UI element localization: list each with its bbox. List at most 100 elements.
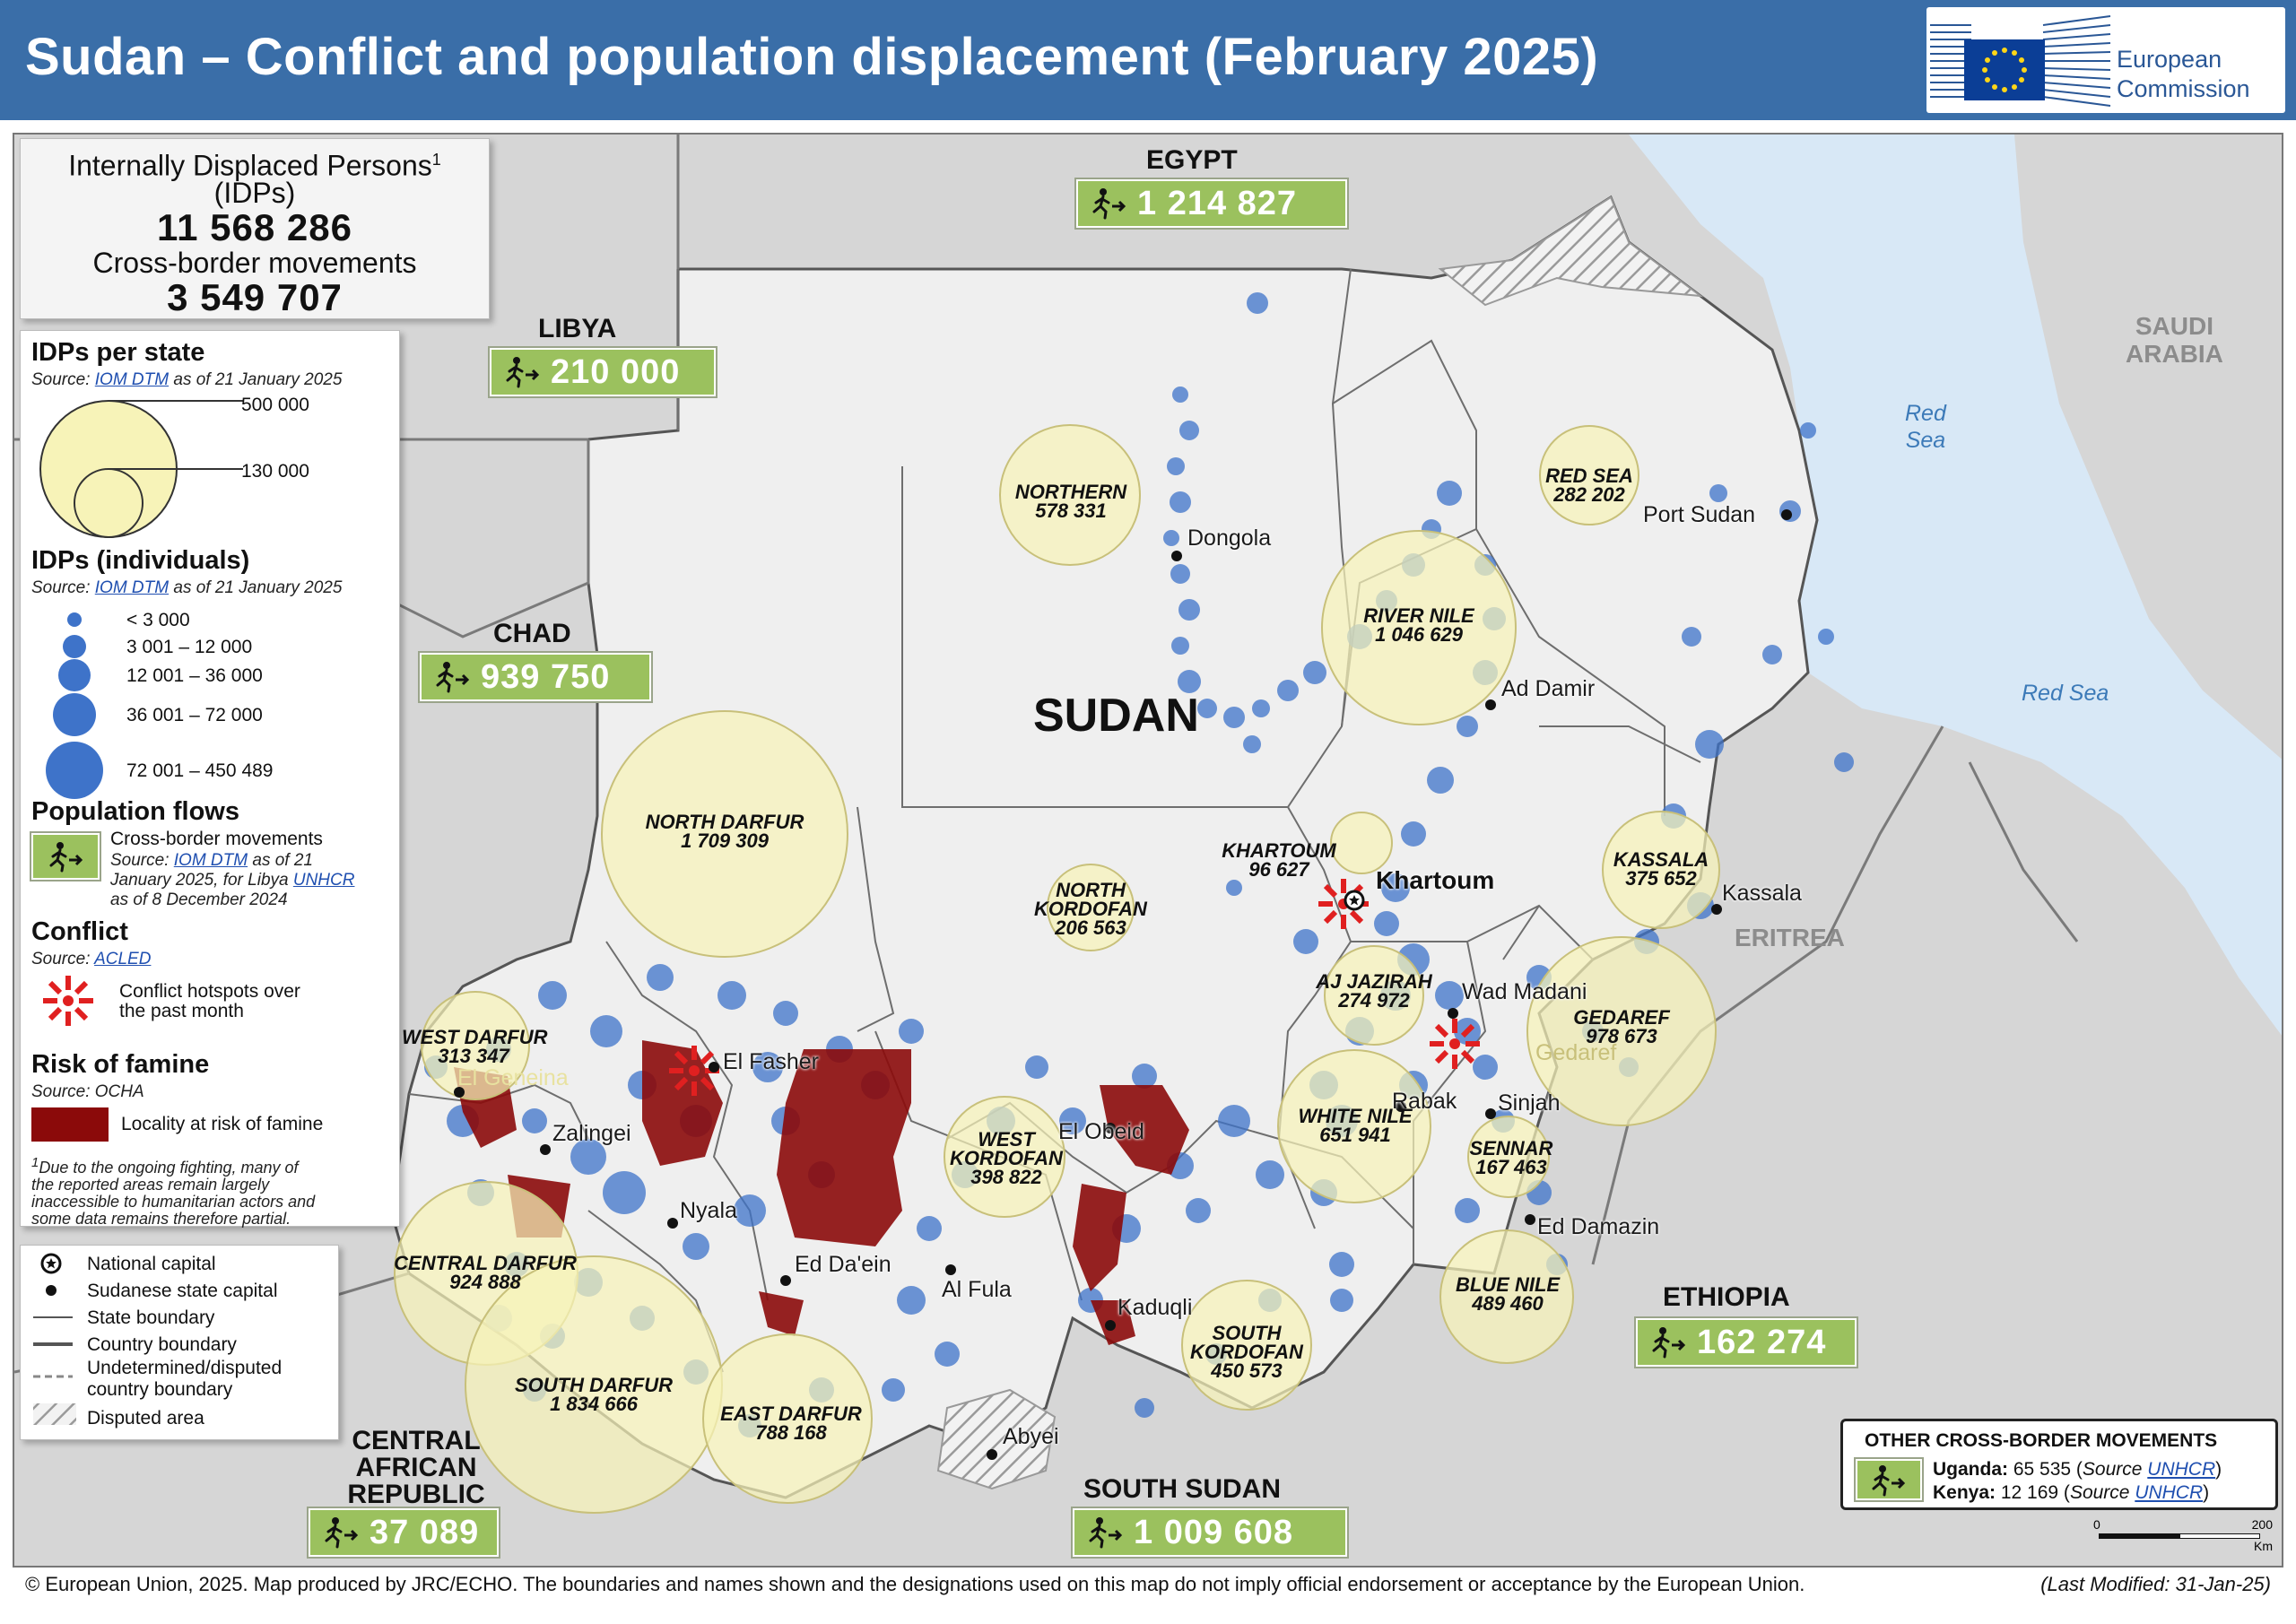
state-value: 398 822 bbox=[970, 1166, 1042, 1188]
flow-egypt-value: 1 214 827 bbox=[1137, 184, 1298, 222]
unhcr-link-kenya[interactable]: UNHCR bbox=[2135, 1482, 2204, 1503]
state-label-south-darfur[interactable]: SOUTH DARFUR 1 834 666 bbox=[504, 1376, 683, 1414]
state-value: 978 673 bbox=[1586, 1025, 1657, 1047]
footnote-line3: inaccessible to humanitarian actors and bbox=[31, 1193, 316, 1211]
city-label-el-obeid[interactable]: El Obeid bbox=[1058, 1119, 1144, 1144]
state-label-northern[interactable]: NORTHERN 578 331 bbox=[1008, 482, 1134, 522]
legend-footnote: 1Due to the ongoing fighting, many of th… bbox=[31, 1154, 390, 1228]
state-value: 489 460 bbox=[1472, 1292, 1544, 1315]
city-label-sinjah[interactable]: Sinjah bbox=[1498, 1090, 1561, 1116]
legend-flow-swatch bbox=[31, 833, 100, 880]
iom-dtm-link-2[interactable]: IOM DTM bbox=[94, 578, 170, 597]
state-value: 1 046 629 bbox=[1375, 623, 1463, 646]
state-value: 578 331 bbox=[1035, 499, 1107, 522]
country-label-egypt: EGYPT bbox=[1146, 145, 1238, 175]
flow-ethiopia-value: 162 274 bbox=[1697, 1323, 1827, 1361]
state-label-red-sea[interactable]: RED SEA 282 202 bbox=[1535, 466, 1643, 505]
legend-sym-country-boundary: Country boundary bbox=[87, 1334, 237, 1355]
unhcr-link-uganda[interactable]: UNHCR bbox=[2147, 1459, 2216, 1480]
state-name: EAST DARFUR bbox=[720, 1403, 862, 1425]
state-label-white-nile[interactable]: WHITE NILE 651 941 bbox=[1288, 1107, 1422, 1145]
state-label-khartoum[interactable]: KHARTOUM 96 627 bbox=[1216, 839, 1342, 881]
car-label-l3: REPUBLIC bbox=[347, 1480, 485, 1509]
legend-size-small: 130 000 bbox=[241, 461, 309, 482]
city-label-rabak[interactable]: Rabak bbox=[1392, 1089, 1457, 1114]
city-label-ed-daein[interactable]: Ed Da'ein bbox=[795, 1252, 891, 1277]
city-label-al-fula[interactable]: Al Fula bbox=[942, 1277, 1012, 1302]
state-name: KHARTOUM bbox=[1222, 839, 1336, 862]
city-label-abyei[interactable]: Abyei bbox=[1003, 1424, 1059, 1449]
city-label-zalingei[interactable]: Zalingei bbox=[552, 1121, 631, 1146]
bubble-south-kordofan bbox=[1181, 1280, 1312, 1411]
bubble-west-kordofan bbox=[944, 1096, 1065, 1218]
state-label-north-kordofan[interactable]: NORTH KORDOFAN 206 563 bbox=[1028, 881, 1153, 939]
footer-last-modified: (Last Modified: 31-Jan-25) bbox=[2040, 1573, 2271, 1595]
legend-famine-heading: Risk of famine bbox=[31, 1050, 210, 1079]
state-label-north-darfur[interactable]: NORTH DARFUR 1 709 309 bbox=[635, 812, 814, 851]
country-label-eritrea: ERITREA bbox=[1735, 924, 1845, 951]
running-person-icon bbox=[506, 357, 540, 388]
bubble-northern bbox=[999, 424, 1141, 566]
state-label-kassala[interactable]: KASSALA 375 652 bbox=[1605, 850, 1717, 889]
car-label-l1: CENTRAL bbox=[352, 1426, 481, 1455]
legend-size-large: 500 000 bbox=[241, 395, 309, 415]
state-value: 96 627 bbox=[1248, 858, 1309, 881]
legend-sym-disputed-area: Disputed area bbox=[87, 1408, 204, 1429]
city-label-ad-damir[interactable]: Ad Damir bbox=[1501, 676, 1596, 701]
state-label-west-kordofan[interactable]: WEST KORDOFAN 398 822 bbox=[944, 1130, 1069, 1188]
city-label-nyala[interactable]: Nyala bbox=[680, 1198, 737, 1223]
country-label-south-sudan: SOUTH SUDAN bbox=[1083, 1474, 1282, 1504]
iom-dtm-link-1[interactable]: IOM DTM bbox=[94, 370, 170, 389]
bubble-blue-nile bbox=[1439, 1229, 1574, 1364]
city-label-khartoum[interactable]: Khartoum bbox=[1376, 866, 1495, 894]
city-label-el-fasher[interactable]: El Fasher bbox=[723, 1049, 819, 1074]
map-frame[interactable]: Internally Displaced Persons1 (IDPs) 1 1 … bbox=[13, 133, 2283, 1568]
running-person-icon bbox=[1872, 1465, 1906, 1497]
kenya-value: 12 169 ( bbox=[1996, 1482, 2070, 1503]
city-label-kaduqli[interactable]: Kaduqli bbox=[1118, 1295, 1193, 1320]
state-label-east-darfur[interactable]: EAST DARFUR 788 168 bbox=[719, 1403, 863, 1443]
legend-class-3: 12 001 – 36 000 bbox=[126, 665, 263, 686]
city-label-gedaref[interactable]: Gedaref bbox=[1535, 1040, 1617, 1065]
other-flow-swatch bbox=[1856, 1459, 1922, 1500]
city-label-dongola[interactable]: Dongola bbox=[1187, 525, 1272, 551]
src-suffix-1: as of 21 January 2025 bbox=[169, 370, 343, 389]
state-label-aj-jazirah[interactable]: AJ JAZIRAH 274 972 bbox=[1309, 972, 1439, 1011]
state-label-river-nile[interactable]: RIVER NILE 1 046 629 bbox=[1354, 606, 1483, 646]
city-label-port-sudan[interactable]: Port Sudan bbox=[1643, 502, 1756, 527]
ec-logo: European Commission bbox=[1926, 7, 2285, 113]
legend-sym-state-boundary: State boundary bbox=[87, 1307, 215, 1328]
country-label-sudan: SUDAN bbox=[1033, 690, 1199, 742]
state-value: 313 347 bbox=[438, 1045, 509, 1067]
country-label-chad: CHAD bbox=[493, 619, 571, 648]
kenya-label: Kenya: bbox=[1933, 1482, 1996, 1503]
idp-total-label: Internally Displaced Persons1 bbox=[21, 146, 489, 180]
acled-link[interactable]: ACLED bbox=[94, 950, 152, 968]
state-label-gedaref[interactable]: GEDAREF 978 673 bbox=[1566, 1008, 1677, 1046]
iom-dtm-link-3[interactable]: IOM DTM bbox=[173, 851, 248, 870]
src-prefix-2: Source: bbox=[31, 578, 95, 597]
footnote-sup: 1 bbox=[31, 1155, 39, 1170]
other-uganda-row: Uganda: 65 535 (Source UNHCR) bbox=[1933, 1459, 2222, 1481]
state-name-l2: KORDOFAN bbox=[1034, 898, 1147, 920]
city-label-ed-damazin[interactable]: Ed Damazin bbox=[1537, 1214, 1660, 1239]
state-label-west-darfur[interactable]: WEST DARFUR 313 347 bbox=[402, 1028, 548, 1067]
city-label-el-geneina[interactable]: El Geneina bbox=[457, 1065, 569, 1090]
running-person-icon bbox=[1089, 1517, 1123, 1549]
unhcr-link-1[interactable]: UNHCR bbox=[292, 871, 355, 890]
flow-libya: 210 000 bbox=[490, 348, 716, 396]
red-sea-l1: Red bbox=[1905, 401, 1946, 426]
legend-flows-heading: Population flows bbox=[31, 797, 239, 826]
footnote-line1-text: Due to the ongoing fighting, many of bbox=[39, 1159, 299, 1177]
city-label-kassala[interactable]: Kassala bbox=[1722, 881, 1802, 906]
totals-box: Internally Displaced Persons1 (IDPs) 11 … bbox=[20, 138, 490, 319]
state-label-south-kordofan[interactable]: SOUTH KORDOFAN 450 573 bbox=[1184, 1324, 1309, 1381]
state-label-blue-nile[interactable]: BLUE NILE 489 460 bbox=[1449, 1275, 1566, 1315]
running-person-icon bbox=[436, 662, 470, 693]
idp-abbr: (IDPs) bbox=[213, 176, 296, 209]
state-label-central-darfur[interactable]: CENTRAL DARFUR 924 888 bbox=[386, 1254, 585, 1292]
city-label-wad-madani[interactable]: Wad Madani bbox=[1462, 979, 1587, 1004]
state-label-sennar[interactable]: SENNAR 167 463 bbox=[1462, 1139, 1561, 1177]
conflict-hotspot-icon bbox=[43, 976, 93, 1026]
state-value: 206 563 bbox=[1055, 916, 1126, 939]
